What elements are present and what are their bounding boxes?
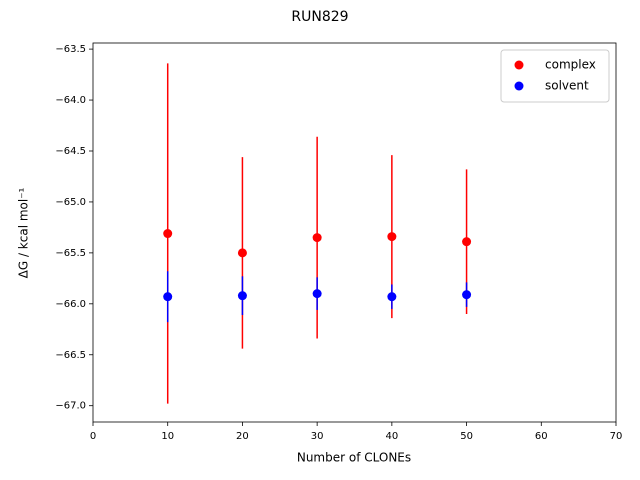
legend-label: solvent [545,79,589,93]
y-tick-label: −65.0 [55,197,86,208]
point [163,229,173,239]
point [462,237,472,247]
point [312,289,322,299]
y-tick-label: −66.5 [55,350,86,361]
x-tick-label: 20 [236,431,249,442]
y-tick-label: −63.5 [55,44,86,55]
x-tick-label: 50 [460,431,473,442]
y-tick-label: −65.5 [55,248,86,259]
legend-box [500,49,610,103]
legend-label: complex [545,58,596,72]
x-tick-label: 0 [90,431,96,442]
plot-frame [92,42,617,423]
x-tick-label: 40 [385,431,398,442]
x-tick-label: 10 [161,431,174,442]
y-axis-label: ΔG / kcal mol⁻¹ [17,187,31,278]
point [237,248,247,258]
point [237,291,247,301]
y-tick-label: −66.0 [55,299,86,310]
point [312,233,322,243]
x-tick-label: 70 [610,431,623,442]
y-tick-label: −67.0 [55,401,86,412]
y-tick-label: −64.0 [55,95,86,106]
legend-marker [514,81,524,91]
chart-title: RUN829 [291,9,348,25]
x-tick-label: 30 [311,431,324,442]
x-axis-label: Number of CLONEs [297,451,411,465]
point [462,290,472,300]
point [387,232,397,242]
point [387,292,397,302]
point [163,292,173,302]
legend-marker [514,60,524,70]
x-tick-label: 60 [535,431,548,442]
y-tick-label: −64.5 [55,146,86,157]
